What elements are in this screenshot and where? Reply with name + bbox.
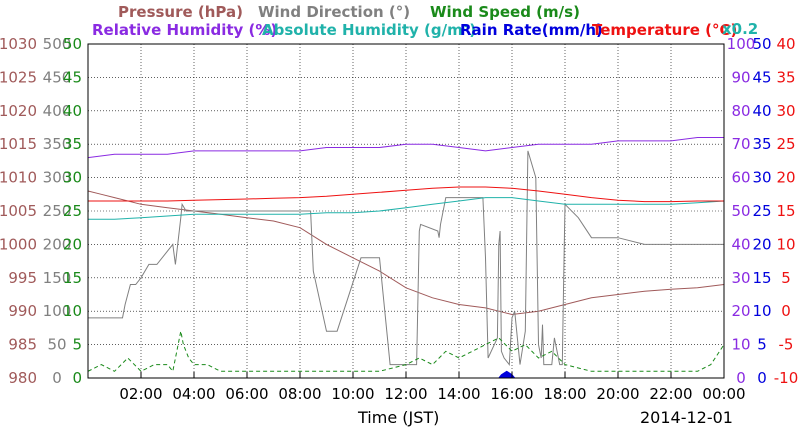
- y-tick-label-wind-speed: 45: [63, 68, 82, 86]
- x-tick-label: 16:00: [490, 385, 533, 403]
- series-temperature: [88, 186, 724, 203]
- y-tick-label-absolute-humidity: 45: [752, 68, 771, 86]
- y-tick-label-wind-direction: 50: [47, 336, 66, 354]
- y-tick-label-wind-direction: 450: [43, 68, 72, 86]
- x-tick-label: 08:00: [278, 385, 321, 403]
- x-tick-label: 14:00: [437, 385, 480, 403]
- y-tick-label-temperature: -5: [779, 336, 794, 354]
- y-tick-label-wind-speed: 0: [72, 369, 82, 387]
- y-tick-label-pressure: 1025: [0, 68, 37, 86]
- y-tick-label-relative-humidity: 90: [731, 68, 750, 86]
- scale-note: x0.2: [722, 20, 758, 38]
- x-tick-label: 02:00: [119, 385, 162, 403]
- legend-rain-rate: Rain Rate(mm/h): [460, 21, 603, 39]
- x-tick-label: 04:00: [172, 385, 215, 403]
- grid: [88, 44, 724, 378]
- y-tick-label-wind-direction: 300: [43, 169, 72, 187]
- x-axis-ticks: 02:00 04:00 06:00 08:00 10:00 12:00 14:00 16:00…: [119, 372, 746, 403]
- y-tick-label-pressure: 1000: [0, 235, 37, 253]
- y-tick-label-temperature: 20: [776, 169, 795, 187]
- x-tick-label: 20:00: [596, 385, 639, 403]
- y-tick-label-absolute-humidity: 5: [757, 336, 767, 354]
- y-tick-label-wind-direction: 200: [43, 235, 72, 253]
- y-tick-label-pressure: 1030: [0, 35, 37, 53]
- y-tick-label-relative-humidity: 80: [731, 102, 750, 120]
- y-tick-label-absolute-humidity: 0: [757, 369, 767, 387]
- y-tick-label-temperature: 40: [776, 35, 795, 53]
- y-tick-label-wind-direction: 100: [43, 302, 72, 320]
- y-tick-label-temperature: 10: [776, 235, 795, 253]
- y-tick-label-relative-humidity: 40: [731, 235, 750, 253]
- series-wind-speed: [87, 331, 725, 373]
- y-tick-label-wind-speed: 40: [63, 102, 82, 120]
- y-tick-label-relative-humidity: 30: [731, 269, 750, 287]
- y-tick-label-wind-direction: 150: [43, 269, 72, 287]
- y-tick-label-relative-humidity: 50: [731, 202, 750, 220]
- y-tick-label-wind-direction: 0: [52, 369, 62, 387]
- y-tick-label-absolute-humidity: 40: [752, 102, 771, 120]
- x-tick-label: 00:00: [702, 385, 745, 403]
- y-tick-label-temperature: 0: [781, 302, 791, 320]
- y-tick-label-wind-direction: 400: [43, 102, 72, 120]
- y-tick-label-pressure: 995: [8, 269, 37, 287]
- y-tick-label-absolute-humidity: 25: [752, 202, 771, 220]
- y-tick-label-pressure: 1015: [0, 135, 37, 153]
- x-tick-label: 18:00: [543, 385, 586, 403]
- y-tick-label-pressure: 990: [8, 302, 37, 320]
- x-tick-label: 10:00: [331, 385, 374, 403]
- y-tick-label-absolute-humidity: 30: [752, 169, 771, 187]
- legend-wind-speed: Wind Speed (m/s): [430, 3, 580, 21]
- y-axis-ticks: 1030102510201015101010051000995990985980…: [0, 35, 798, 387]
- y-tick-label-wind-direction: 500: [43, 35, 72, 53]
- y-tick-label-pressure: 1005: [0, 202, 37, 220]
- x-tick-label: 06:00: [225, 385, 268, 403]
- date-label: 2014-12-01: [640, 408, 733, 427]
- y-tick-label-wind-speed: 50: [63, 35, 82, 53]
- y-tick-label-wind-speed: 5: [72, 336, 82, 354]
- y-tick-label-relative-humidity: 0: [736, 369, 746, 387]
- y-tick-label-wind-speed: 10: [63, 302, 82, 320]
- legend-relative-humidity: Relative Humidity (%): [92, 21, 277, 39]
- y-tick-label-relative-humidity: 100: [727, 35, 756, 53]
- y-tick-label-absolute-humidity: 35: [752, 135, 771, 153]
- y-tick-label-absolute-humidity: 20: [752, 235, 771, 253]
- y-tick-label-temperature: 35: [776, 68, 795, 86]
- y-tick-label-absolute-humidity: 10: [752, 302, 771, 320]
- legend-temperature: Temperature (°C): [592, 21, 737, 39]
- series-absolute-humidity: [88, 197, 725, 220]
- y-tick-label-absolute-humidity: 15: [752, 269, 771, 287]
- y-tick-label-temperature: 15: [776, 202, 795, 220]
- y-tick-label-wind-direction: 250: [43, 202, 72, 220]
- legend-pressure: Pressure (hPa): [118, 3, 243, 21]
- y-tick-label-pressure: 980: [8, 369, 37, 387]
- legend-wind-direction: Wind Direction (°): [258, 3, 410, 21]
- y-tick-label-wind-speed: 30: [63, 169, 82, 187]
- y-tick-label-temperature: 25: [776, 135, 795, 153]
- y-tick-label-relative-humidity: 20: [731, 302, 750, 320]
- y-tick-label-pressure: 985: [8, 336, 37, 354]
- x-tick-label: 22:00: [649, 385, 692, 403]
- y-tick-label-relative-humidity: 70: [731, 135, 750, 153]
- y-tick-label-temperature: 5: [781, 269, 791, 287]
- y-tick-label-temperature: 30: [776, 102, 795, 120]
- y-tick-label-wind-direction: 350: [43, 135, 72, 153]
- series-wind-direction: [88, 150, 724, 366]
- y-tick-label-relative-humidity: 60: [731, 169, 750, 187]
- y-tick-label-wind-speed: 25: [63, 202, 82, 220]
- series-pressure: [87, 190, 725, 316]
- y-tick-label-relative-humidity: 10: [731, 336, 750, 354]
- x-tick-label: 12:00: [384, 385, 427, 403]
- y-tick-label-wind-speed: 15: [63, 269, 82, 287]
- y-tick-label-temperature: -10: [774, 369, 799, 387]
- x-axis-title: Time (JST): [357, 408, 439, 427]
- y-tick-label-pressure: 1020: [0, 102, 37, 120]
- y-tick-label-wind-speed: 20: [63, 235, 82, 253]
- series-relative-humidity: [87, 137, 724, 159]
- y-tick-label-absolute-humidity: 50: [752, 35, 771, 53]
- y-tick-label-pressure: 1010: [0, 169, 37, 187]
- y-tick-label-wind-speed: 35: [63, 135, 82, 153]
- legend-absolute-humidity: Absolute Humidity (g/m³): [262, 21, 476, 39]
